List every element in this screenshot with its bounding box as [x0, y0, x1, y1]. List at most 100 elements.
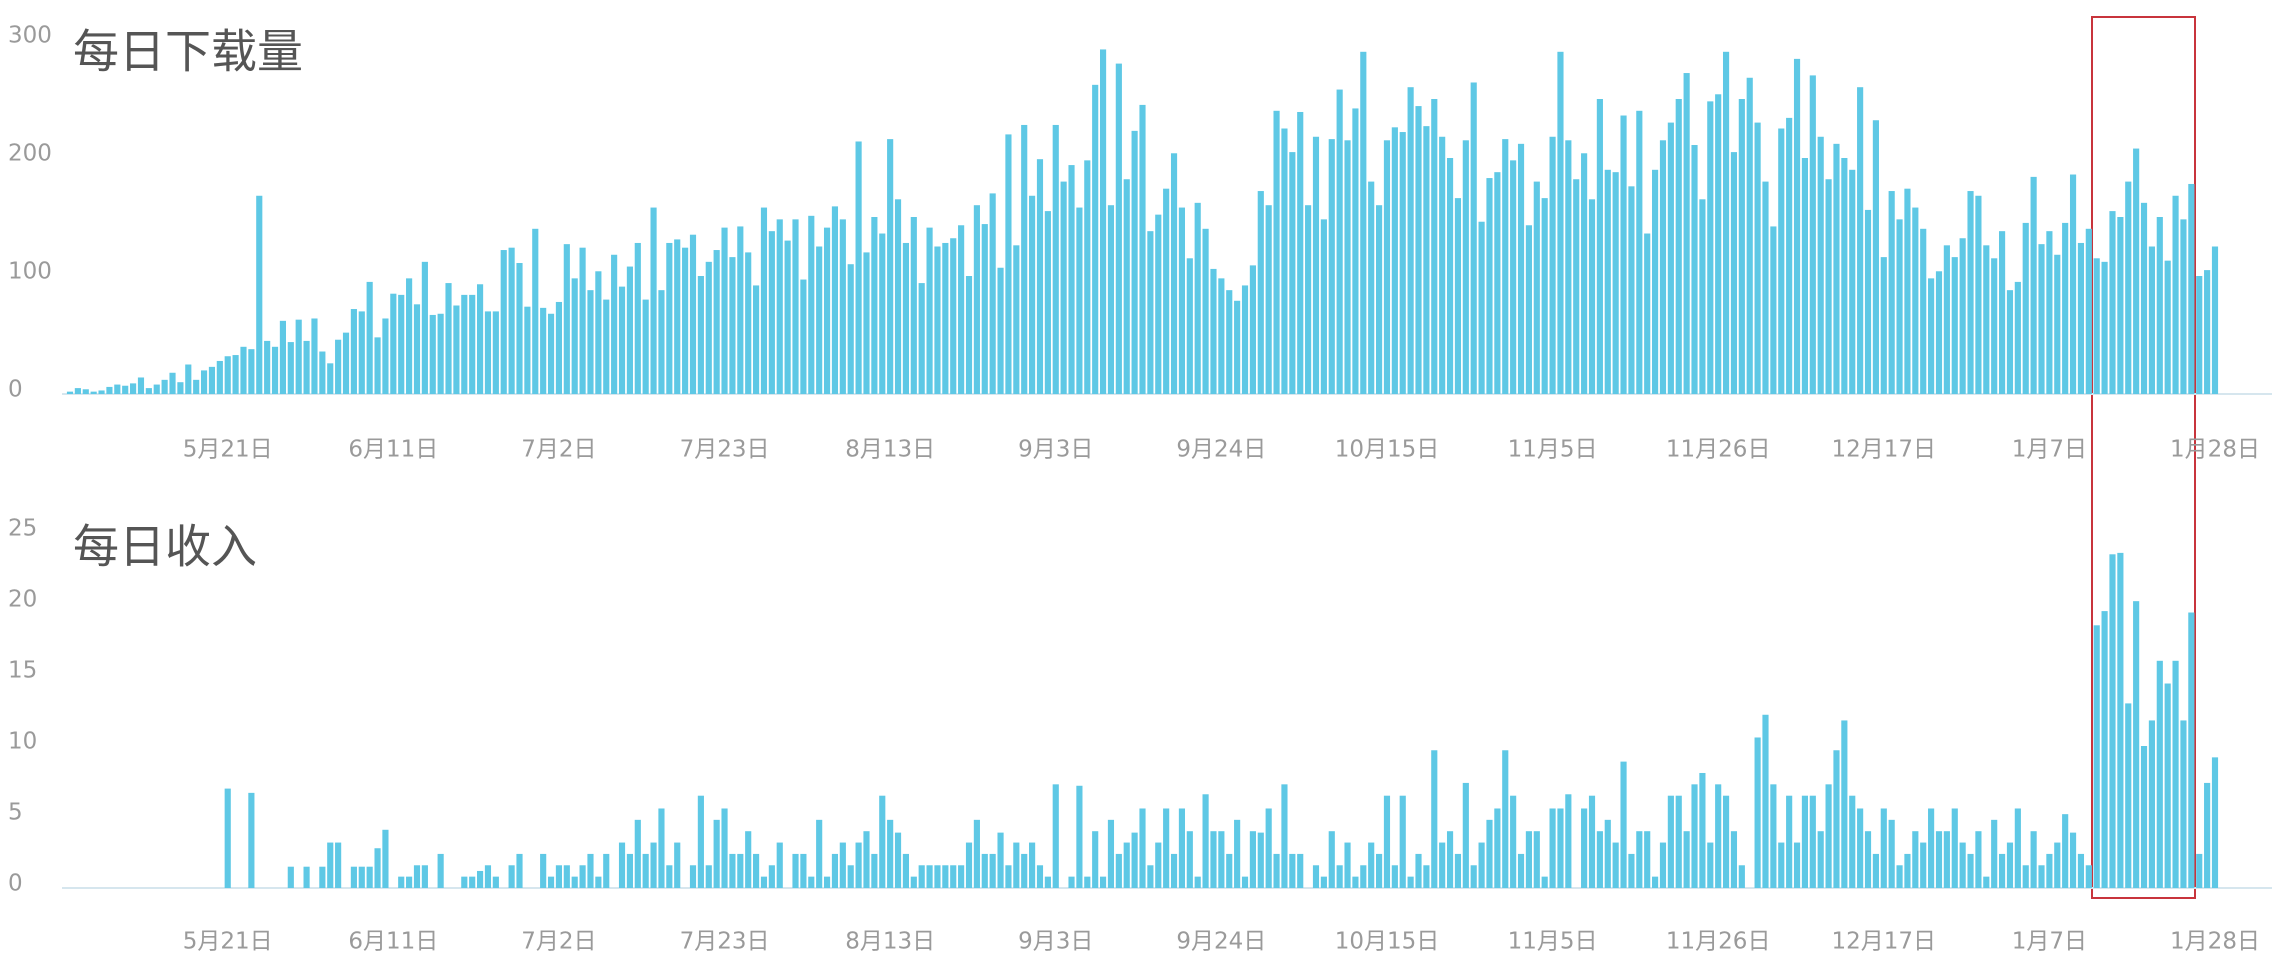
bar — [1360, 51, 1367, 395]
bar — [1596, 831, 1603, 888]
bar — [1257, 191, 1264, 394]
bar — [1115, 63, 1122, 394]
bar — [114, 384, 121, 394]
bar — [82, 389, 89, 394]
bar — [1659, 842, 1667, 888]
bar — [1510, 160, 1517, 394]
bar — [1880, 808, 1887, 888]
bar — [1959, 238, 1966, 394]
bar — [689, 234, 697, 394]
bar — [831, 206, 839, 394]
bar — [1423, 126, 1430, 394]
bar — [973, 819, 980, 888]
bar — [1289, 152, 1296, 394]
bar — [1935, 271, 1943, 394]
bar — [193, 379, 200, 394]
y-tick-label: 25 — [8, 516, 37, 542]
bar — [792, 853, 799, 888]
bar — [2062, 222, 2069, 394]
bar — [1036, 159, 1044, 394]
bar — [1967, 853, 1974, 888]
bar — [618, 842, 626, 888]
x-tick-label: 7月23日 — [680, 929, 770, 955]
bar — [1470, 865, 1477, 888]
bar — [1896, 219, 1903, 394]
bar — [532, 228, 539, 394]
bar — [2101, 611, 2108, 888]
bar — [1967, 191, 1974, 394]
bar — [421, 261, 428, 394]
bar — [1194, 202, 1201, 394]
bar — [1021, 124, 1028, 395]
bar — [342, 332, 350, 394]
bar — [1376, 205, 1383, 394]
bar — [1809, 75, 1816, 395]
bar — [2069, 832, 2077, 888]
bar — [1533, 831, 1540, 888]
bar — [2117, 552, 2124, 888]
bar — [713, 250, 720, 394]
bar — [540, 307, 547, 394]
bar — [1115, 853, 1122, 888]
bar — [232, 355, 239, 394]
bar — [1210, 268, 1217, 394]
bar — [1202, 794, 1209, 888]
bar — [200, 370, 208, 394]
bar — [887, 819, 894, 888]
bar — [1076, 207, 1083, 394]
bar — [2133, 148, 2140, 394]
bar — [1439, 136, 1446, 394]
bar — [1801, 158, 1809, 394]
bar — [1281, 128, 1288, 394]
bar — [981, 224, 988, 394]
bar — [942, 242, 949, 394]
bar — [1186, 258, 1193, 394]
bar — [902, 853, 909, 888]
bar — [1628, 853, 1635, 888]
bar — [1360, 865, 1367, 888]
bar — [1675, 99, 1682, 394]
bar — [1510, 795, 1517, 888]
bar — [437, 313, 444, 394]
bar — [1344, 140, 1351, 394]
bar — [1778, 842, 1785, 888]
bar — [1770, 784, 1777, 888]
x-tick-label: 6月11日 — [348, 437, 438, 463]
bar — [721, 808, 728, 888]
bar — [1194, 876, 1201, 888]
bar — [1983, 876, 1990, 888]
bar — [958, 865, 965, 888]
y-tick-label: 15 — [8, 658, 37, 684]
bar — [66, 391, 74, 394]
bar — [942, 865, 949, 888]
bar — [2054, 842, 2061, 888]
bar — [1817, 831, 1824, 888]
bar — [1092, 84, 1099, 394]
bar — [595, 876, 602, 888]
bar — [366, 281, 373, 394]
bar — [1226, 290, 1233, 394]
bar — [271, 346, 279, 394]
bar — [965, 842, 973, 888]
bar — [934, 865, 941, 888]
bar — [1328, 139, 1335, 394]
bar — [1644, 831, 1651, 888]
bar — [1588, 795, 1596, 888]
bar — [705, 865, 712, 888]
bar — [705, 261, 712, 394]
bar — [169, 372, 176, 394]
bar — [989, 853, 996, 888]
x-tick-label: 11月5日 — [1508, 929, 1598, 955]
bar — [2172, 195, 2179, 394]
bar — [1163, 808, 1170, 888]
bar — [1249, 265, 1256, 394]
bar — [555, 301, 563, 394]
bar — [1431, 750, 1438, 888]
bar — [1092, 831, 1099, 888]
bar — [1588, 199, 1596, 394]
bar — [1454, 198, 1462, 394]
bar — [1928, 808, 1935, 888]
bar — [981, 853, 988, 888]
x-tick-label: 1月7日 — [2012, 929, 2087, 955]
